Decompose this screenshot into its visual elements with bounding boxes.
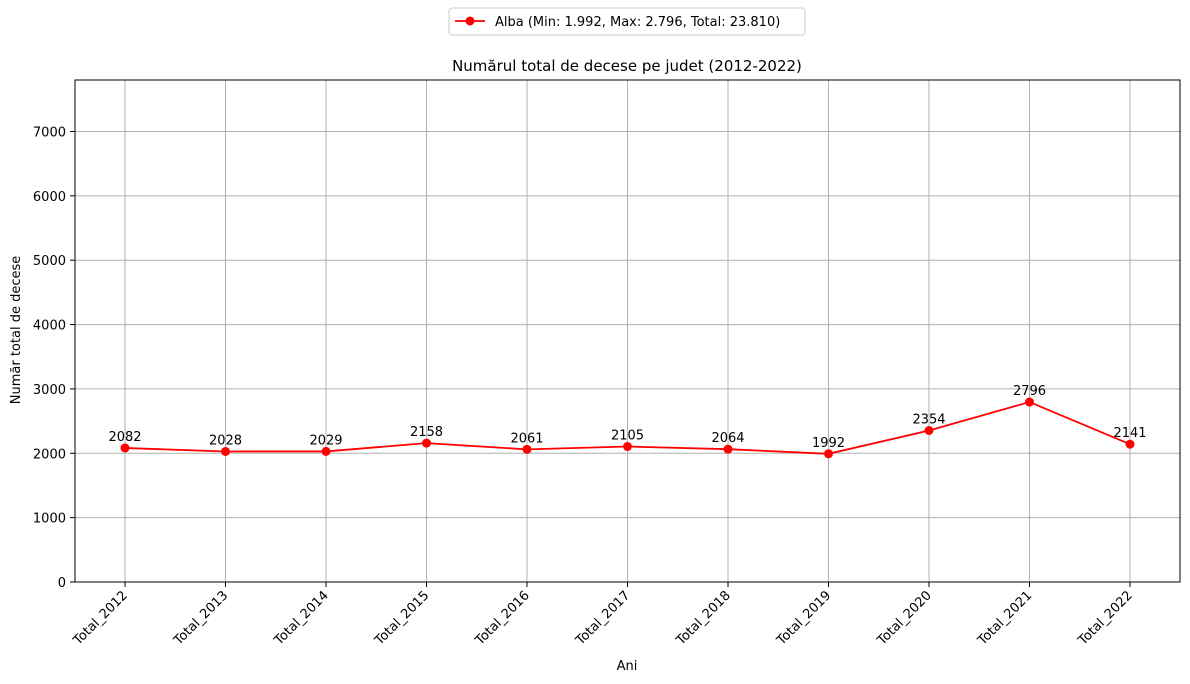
data-point (1125, 439, 1135, 449)
series-group (120, 397, 1135, 459)
y-tick-label: 7000 (33, 125, 66, 140)
legend[interactable]: Alba (Min: 1.992, Max: 2.796, Total: 23.… (448, 7, 806, 36)
legend-box (448, 7, 806, 36)
y-tick-label: 2000 (33, 447, 66, 462)
data-label: 2061 (510, 431, 543, 446)
data-point (221, 446, 230, 456)
y-axis-label: Număr total de decese (9, 256, 24, 404)
x-tick-label: Total_2018 (673, 588, 734, 649)
data-point (522, 444, 532, 454)
x-tick-label: Total_2016 (472, 588, 533, 649)
data-point (321, 446, 331, 456)
y-axis-ticks: 0 1000 2000 3000 4000 5000 6000 7000 (33, 125, 75, 591)
y-tick-label: 3000 (33, 383, 66, 398)
x-tick-label: Total_2021 (975, 588, 1036, 649)
y-tick-label: 6000 (33, 190, 66, 205)
data-point (120, 443, 130, 453)
x-axis-label: Ani (617, 659, 638, 674)
x-tick-label: Total_2012 (70, 588, 131, 649)
data-label: 2354 (912, 412, 945, 427)
x-tick-label: Total_2020 (874, 588, 935, 649)
x-tick-label: Total_2019 (774, 588, 835, 649)
y-tick-label: 5000 (33, 254, 66, 269)
data-point (422, 438, 431, 448)
data-point (824, 449, 833, 459)
x-tick-label: Total_2015 (372, 588, 433, 649)
data-label: 2796 (1013, 384, 1046, 399)
data-label: 2158 (410, 425, 443, 440)
y-tick-label: 0 (58, 576, 66, 591)
y-tick-label: 1000 (33, 512, 66, 527)
data-label: 2028 (209, 433, 242, 448)
legend-marker-icon (465, 16, 475, 26)
data-label: 2064 (711, 431, 744, 446)
x-tick-label: Total_2017 (573, 588, 634, 649)
data-label: 2029 (309, 433, 342, 448)
data-labels: 2082 2028 2029 2158 2061 2105 2064 1992 2354 2796… (108, 384, 1146, 451)
data-point (723, 444, 733, 454)
data-label: 2105 (611, 429, 644, 444)
x-tick-label: Total_2022 (1075, 588, 1136, 649)
chart-title: Numărul total de decese pe judet (2012-2… (452, 57, 802, 75)
x-tick-label: Total_2014 (271, 588, 332, 649)
data-point (1025, 397, 1034, 407)
grid-lines (75, 80, 1180, 582)
x-tick-label: Total_2013 (171, 588, 232, 649)
data-point (924, 425, 934, 435)
data-label: 1992 (812, 436, 845, 451)
data-label: 2141 (1113, 426, 1146, 441)
data-point (623, 442, 632, 452)
x-axis-ticks: Total_2012 Total_2013 Total_2014 Total_2015… (70, 582, 1136, 649)
y-tick-label: 4000 (33, 319, 66, 334)
data-label: 2082 (108, 430, 141, 445)
legend-series-label: Alba (Min: 1.992, Max: 2.796, Total: 23.… (495, 15, 780, 30)
